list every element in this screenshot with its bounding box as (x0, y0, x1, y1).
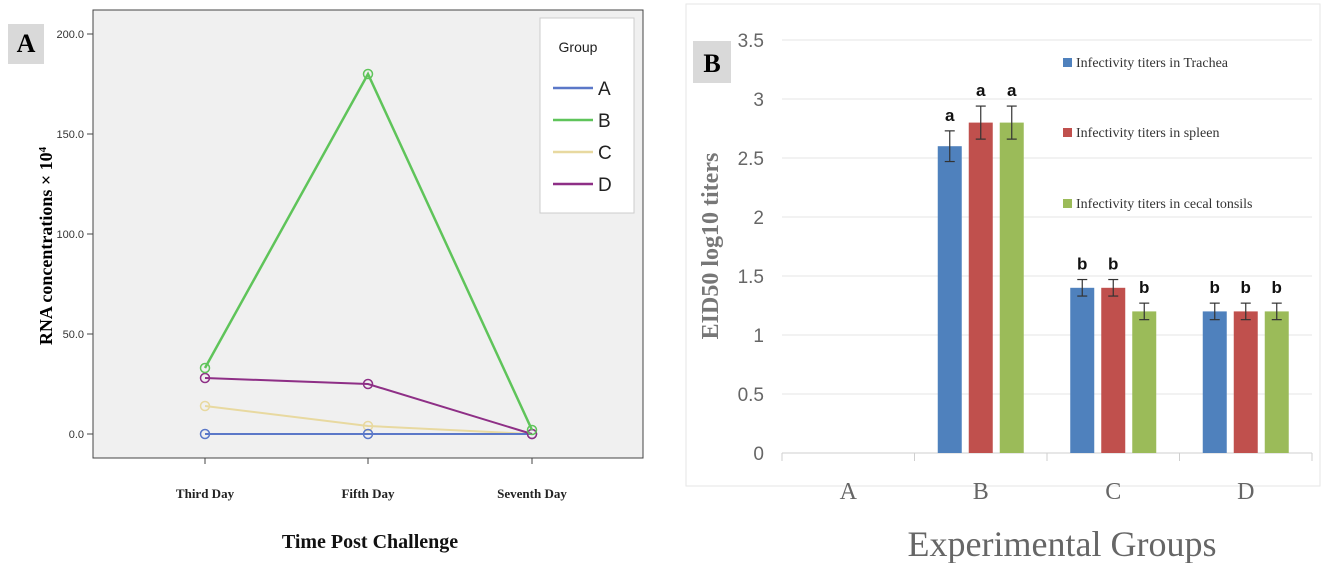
data-point-b (362, 68, 374, 80)
significance-label: a (945, 106, 955, 125)
bar-c-2 (1132, 311, 1157, 453)
y-tick-label-a: 100.0 (56, 229, 84, 241)
bar-d-1 (1233, 311, 1258, 453)
significance-label: a (1007, 81, 1017, 100)
legend-swatch-b (1063, 199, 1072, 208)
significance-label: b (1139, 278, 1149, 297)
legend-title-a: Group (559, 39, 598, 55)
data-point-b (199, 362, 211, 374)
panel-label-b: B (703, 49, 720, 78)
significance-label: b (1077, 255, 1087, 274)
bar-d-2 (1264, 311, 1289, 453)
bar-c-0 (1070, 287, 1095, 453)
bar-b-0 (937, 146, 962, 453)
legend-label-b: B (598, 111, 611, 132)
y-tick-label-b: 2 (753, 208, 764, 229)
significance-label: b (1272, 278, 1282, 297)
legend-label-b: Infectivity titers in spleen (1076, 126, 1219, 141)
significance-label: a (976, 81, 986, 100)
legend-label-a: A (598, 79, 611, 100)
x-axis-a: Third Day Fifth Day Seventh Day (176, 458, 567, 501)
panel-label-a: A (17, 29, 36, 58)
y-tick-label-a: 0.0 (69, 429, 84, 441)
y-axis-a: 0.0 50.0 100.0 150.0 200.0 (56, 10, 94, 458)
legend-label-b: Infectivity titers in cecal tonsils (1076, 197, 1253, 212)
legend-label-c: C (598, 143, 612, 164)
legend-swatch-b (1063, 128, 1072, 137)
y-axis-b: 0 0.5 1 1.5 2 2.5 3 3.5 (738, 31, 764, 465)
y-axis-title-a: RNA concentrations × 104 (36, 146, 56, 345)
significance-label: b (1210, 278, 1220, 297)
panel-label-bg-b (693, 41, 731, 83)
bar-d-0 (1202, 311, 1227, 453)
data-point-c (362, 420, 374, 432)
legend-box-a (539, 17, 635, 214)
x-tick-label-a: Fifth Day (341, 486, 395, 501)
x-axis-title-b: Experimental Groups (908, 524, 1217, 563)
data-point-d (199, 372, 211, 384)
data-point-a (362, 428, 374, 440)
significance-label: b (1108, 255, 1118, 274)
y-tick-label-b: 1.5 (738, 267, 764, 288)
legend-label-d: D (598, 175, 612, 196)
y-tick-label-b: 1 (753, 326, 764, 347)
bar-b-2 (999, 122, 1024, 453)
legend-b: Infectivity titers in Trachea Infectivity… (1063, 56, 1253, 212)
y-axis-title-b: EID50 log10 titers (698, 153, 724, 340)
y-axis-title-a-exponent: 4 (37, 146, 49, 152)
series-line-d (204, 377, 533, 435)
x-tick-label-b: C (1105, 479, 1121, 505)
legend-label-b: Infectivity titers in Trachea (1076, 56, 1229, 71)
panel-b: B 0 0.5 1 1.5 2 2.5 3 3.5 a a a b b b b b b A B C D Infect… (685, 3, 1321, 563)
y-tick-label-b: 0.5 (738, 385, 764, 406)
data-point-b (526, 424, 538, 436)
data-point-c (199, 400, 211, 412)
significance-label: b (1241, 278, 1251, 297)
x-tick-label-b: A (840, 479, 858, 505)
legend-swatch-b (1063, 58, 1072, 67)
series-lines-a (199, 68, 538, 440)
series-line-b (203, 71, 534, 431)
y-axis-title-a-text: RNA concentrations × 10 (36, 152, 56, 345)
bars-b: a a a b b b b b b (937, 81, 1289, 453)
panel-label-bg-a (8, 24, 44, 64)
y-tick-label-b: 3.5 (738, 31, 764, 52)
data-point-a (199, 428, 211, 440)
y-tick-label-a: 50.0 (63, 329, 84, 341)
y-tick-label-b: 3 (753, 90, 764, 111)
y-tick-label-b: 2.5 (738, 149, 764, 170)
y-tick-label-a: 150.0 (56, 129, 84, 141)
x-tick-label-a: Third Day (176, 486, 235, 501)
x-axis-title-a: Time Post Challenge (282, 531, 458, 553)
x-tick-label-b: D (1237, 479, 1254, 505)
x-axis-b: A B C D (781, 453, 1313, 505)
bar-b-1 (968, 122, 993, 453)
y-tick-label-a: 200.0 (56, 29, 84, 41)
y-tick-label-b: 0 (753, 444, 764, 465)
x-tick-label-a: Seventh Day (497, 486, 567, 501)
x-tick-label-b: B (973, 479, 989, 505)
bar-c-1 (1101, 287, 1126, 453)
data-point-d (362, 378, 374, 390)
series-line-c (204, 405, 533, 435)
panel-a: A 0.0 50.0 100.0 150.0 200.0 Third Day Fifth … (0, 0, 660, 563)
